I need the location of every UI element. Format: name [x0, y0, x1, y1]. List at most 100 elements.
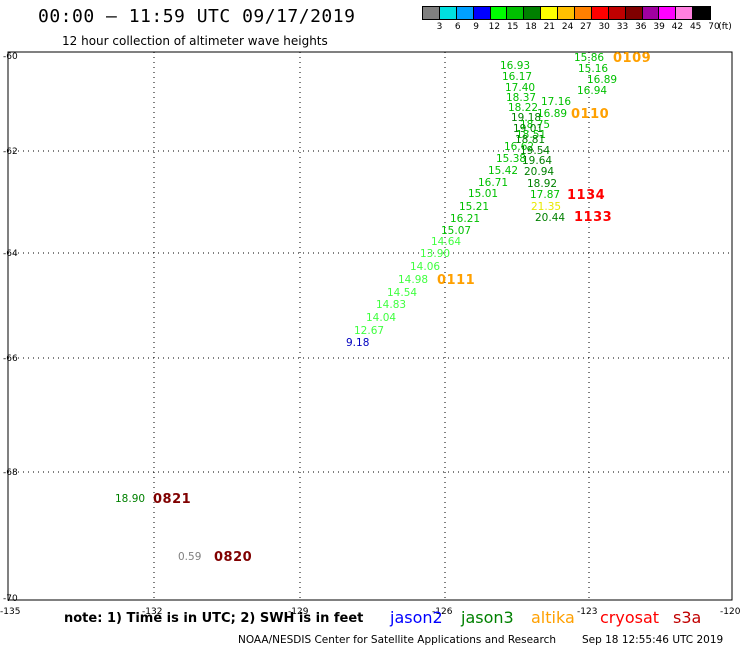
legend-label: 18: [525, 22, 537, 32]
longitude-label: -135: [0, 607, 20, 617]
pass-time-label: 0820: [214, 550, 252, 565]
legend-swatch: [423, 7, 440, 19]
legend-swatch: [541, 7, 559, 19]
satellite-cryosat: cryosat: [600, 608, 660, 627]
latitude-label: -70: [3, 594, 18, 604]
legend-label: 6: [454, 22, 461, 32]
longitude-label: -123: [577, 607, 597, 617]
swh-value: 18.51: [516, 129, 546, 141]
map-frame: [7, 51, 733, 601]
swh-value: 19.01: [513, 123, 543, 135]
swh-value: 20.94: [524, 166, 554, 178]
legend-label: 39: [653, 22, 665, 32]
pass-time-label: 0109: [613, 51, 651, 66]
satellite-jason3: jason3: [461, 608, 514, 627]
units-note: note: 1) Time is in UTC; 2) SWH is in fe…: [64, 611, 364, 626]
swh-value: 13.90: [420, 248, 450, 260]
satellite-s3a: s3a: [673, 608, 702, 627]
latitude-label: -62: [3, 147, 18, 157]
swh-value: 0.59: [178, 551, 201, 563]
swh-value: 19.54: [520, 145, 550, 157]
swh-value: 16.21: [450, 213, 480, 225]
swh-value: 16.93: [500, 60, 530, 72]
legend-swatch: [524, 7, 542, 19]
latitude-label: -66: [3, 354, 18, 364]
legend-swatch: [473, 7, 491, 19]
latitude-label: -60: [3, 52, 18, 62]
color-legend: [422, 6, 712, 20]
swh-value: 14.54: [387, 287, 417, 299]
legend-swatch: [693, 7, 711, 19]
legend-label: 21: [543, 22, 556, 32]
swh-value: 17.40: [505, 82, 535, 94]
footer-timestamp: Sep 18 12:55:46 UTC 2019: [582, 634, 724, 646]
legend-label: 9: [473, 22, 479, 32]
legend-label: 27: [580, 22, 592, 32]
swh-value: 15.16: [578, 63, 608, 75]
legend-swatch: [591, 7, 609, 19]
legend-label: 3: [436, 22, 443, 32]
swh-value: 15.42: [488, 165, 518, 177]
latitude-label: -64: [3, 249, 18, 259]
legend-swatch: [642, 7, 660, 19]
legend-swatch: [507, 7, 525, 19]
swh-value: 14.98: [398, 274, 428, 286]
swh-value: 20.44: [535, 212, 565, 224]
swh-value: 18.37: [506, 92, 536, 104]
swh-value: 14.06: [410, 261, 440, 273]
footer-credit: NOAA/NESDIS Center for Satellite Applica…: [238, 634, 556, 646]
legend-swatch: [558, 7, 576, 19]
legend-swatch: [575, 7, 592, 19]
map-title: 00:00 – 11:59 UTC 09/17/2019: [38, 6, 356, 27]
swh-value: 15.01: [468, 188, 498, 200]
legend-swatch: [456, 7, 474, 19]
swh-value: 19.64: [522, 155, 552, 167]
legend-label: 36: [635, 22, 647, 32]
legend-label: 42: [671, 22, 684, 32]
swh-value: 14.83: [376, 299, 406, 311]
swh-value: 12.67: [354, 325, 384, 337]
swh-value: 18.90: [115, 493, 145, 505]
swh-value: 16.62: [504, 141, 534, 153]
legend-label: 30: [598, 22, 610, 32]
swh-value: 15.86: [574, 52, 604, 64]
legend-label: 24: [561, 22, 574, 32]
legend-label: 33: [616, 22, 629, 32]
swh-value: 16.94: [577, 85, 607, 97]
swh-value: 15.07: [441, 225, 471, 237]
swh-value: 17.16: [541, 96, 571, 108]
legend-swatch: [439, 7, 457, 19]
swh-value: 16.89: [537, 108, 567, 120]
legend-swatch: [659, 7, 677, 19]
swh-value: 18.81: [515, 134, 545, 146]
swh-value: 15.21: [459, 201, 489, 213]
swh-value: 16.17: [502, 71, 532, 83]
pass-time-label: 1134: [567, 188, 605, 203]
pass-time-label: 0111: [437, 273, 475, 288]
swh-value: 14.64: [431, 236, 461, 248]
satellite-jason2: jason2: [390, 608, 443, 627]
longitude-label: -132: [142, 607, 162, 617]
longitude-label: -126: [432, 607, 453, 617]
legend-label: 15: [506, 22, 519, 32]
legend-swatch: [490, 7, 508, 19]
legend-swatch: [676, 7, 694, 19]
pass-time-label: 0110: [571, 107, 609, 122]
swh-value: 15.38: [496, 153, 526, 165]
swh-value: 14.04: [366, 312, 396, 324]
legend-swatch: [625, 7, 643, 19]
swh-value: 17.87: [530, 189, 560, 201]
pass-time-label: 0821: [153, 492, 191, 507]
latitude-label: -68: [3, 468, 18, 478]
swh-value: 18.22: [508, 102, 538, 114]
swh-value: 9.18: [346, 337, 369, 349]
legend-label: 45: [689, 22, 702, 32]
legend-label: (ft): [718, 22, 732, 32]
swh-value: 16.71: [478, 177, 508, 189]
swh-value: 16.89: [587, 74, 617, 86]
pass-time-label: 1133: [574, 210, 612, 225]
longitude-label: -120: [720, 607, 740, 617]
swh-value: 18.92: [527, 178, 557, 190]
swh-value: 21.35: [531, 201, 561, 213]
